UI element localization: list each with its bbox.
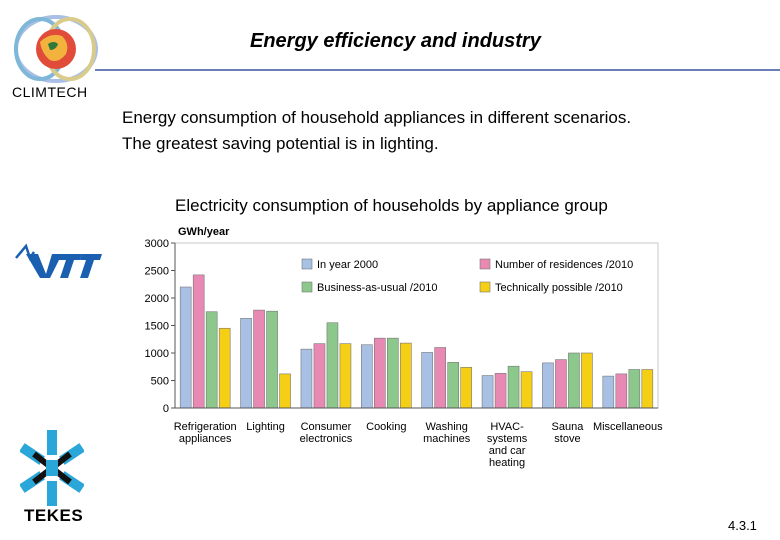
bar [192, 274, 205, 409]
legend-swatch [479, 281, 491, 293]
bar [240, 318, 252, 409]
x-category-label: Refrigeration [174, 421, 237, 433]
y-tick-label: 1000 [145, 348, 169, 360]
bar [628, 369, 641, 409]
bar [481, 375, 494, 409]
bar [326, 322, 339, 409]
x-category-label: heating [489, 457, 525, 469]
x-category-label: stove [554, 433, 580, 445]
x-category-label: HVAC- [490, 421, 524, 433]
x-category-label: appliances [179, 433, 232, 445]
chart-title: Electricity consumption of households by… [175, 196, 608, 215]
subtitle-line-1: Energy consumption of household applianc… [122, 108, 632, 127]
y-tick-label: 500 [151, 376, 169, 388]
legend-label: In year 2000 [317, 259, 378, 271]
bar [205, 311, 218, 409]
y-tick-label: 2000 [145, 293, 169, 305]
x-category-label: systems [487, 433, 528, 445]
bar [339, 343, 352, 409]
legend-swatch [301, 281, 313, 293]
bar [555, 359, 567, 409]
bar [361, 344, 373, 409]
y-tick-label: 0 [163, 403, 169, 415]
bar [581, 352, 593, 409]
subtitle-line-2: The greatest saving potential is in ligh… [122, 134, 439, 153]
legend-label: Number of residences /2010 [495, 259, 633, 271]
bar [602, 375, 615, 409]
page-number: 4.3.1 [728, 518, 757, 533]
climtech-globe-logo [14, 15, 98, 83]
bar [421, 352, 433, 409]
bar [374, 337, 386, 409]
bar [447, 362, 459, 409]
y-tick-label: 2500 [145, 266, 169, 278]
bar [520, 371, 533, 409]
bar [434, 347, 446, 409]
bar [300, 348, 313, 409]
legend-label: Business-as-usual /2010 [317, 282, 437, 294]
title-divider [95, 69, 780, 71]
x-category-label: Lighting [246, 421, 285, 433]
bar [641, 369, 654, 409]
legend-label: Technically possible /2010 [495, 282, 623, 294]
bar [568, 352, 580, 409]
y-tick-label: 1500 [145, 321, 169, 333]
tekes-brand-text: TEKES [24, 506, 84, 525]
bar [179, 286, 192, 409]
bar [615, 373, 628, 409]
slide-title: Energy efficiency and industry [250, 30, 541, 52]
bar [218, 327, 231, 409]
bar [400, 342, 412, 409]
legend-swatch [479, 258, 491, 270]
bar [460, 366, 472, 409]
vtt-logo [15, 243, 102, 278]
x-category-label: machines [423, 433, 471, 445]
x-category-label: Sauna [552, 421, 585, 433]
x-category-label: Miscellaneous [593, 421, 663, 433]
bar [542, 362, 554, 409]
bar [279, 373, 291, 409]
bar [494, 373, 507, 409]
x-category-label: electronics [300, 433, 353, 445]
legend-swatch [301, 258, 313, 270]
bar [313, 343, 326, 409]
bar [266, 310, 278, 409]
y-tick-label: 3000 [145, 238, 169, 250]
x-category-label: Cooking [366, 421, 406, 433]
x-category-label: Washing [425, 421, 467, 433]
brand-name: CLIMTECH [12, 84, 88, 100]
bar [507, 365, 520, 409]
x-category-label: Consumer [301, 421, 352, 433]
bar [253, 309, 265, 409]
y-axis-unit-label: GWh/year [178, 226, 230, 238]
tekes-snowflake-logo [20, 430, 84, 506]
bar [387, 337, 399, 409]
x-category-label: and car [489, 445, 526, 457]
